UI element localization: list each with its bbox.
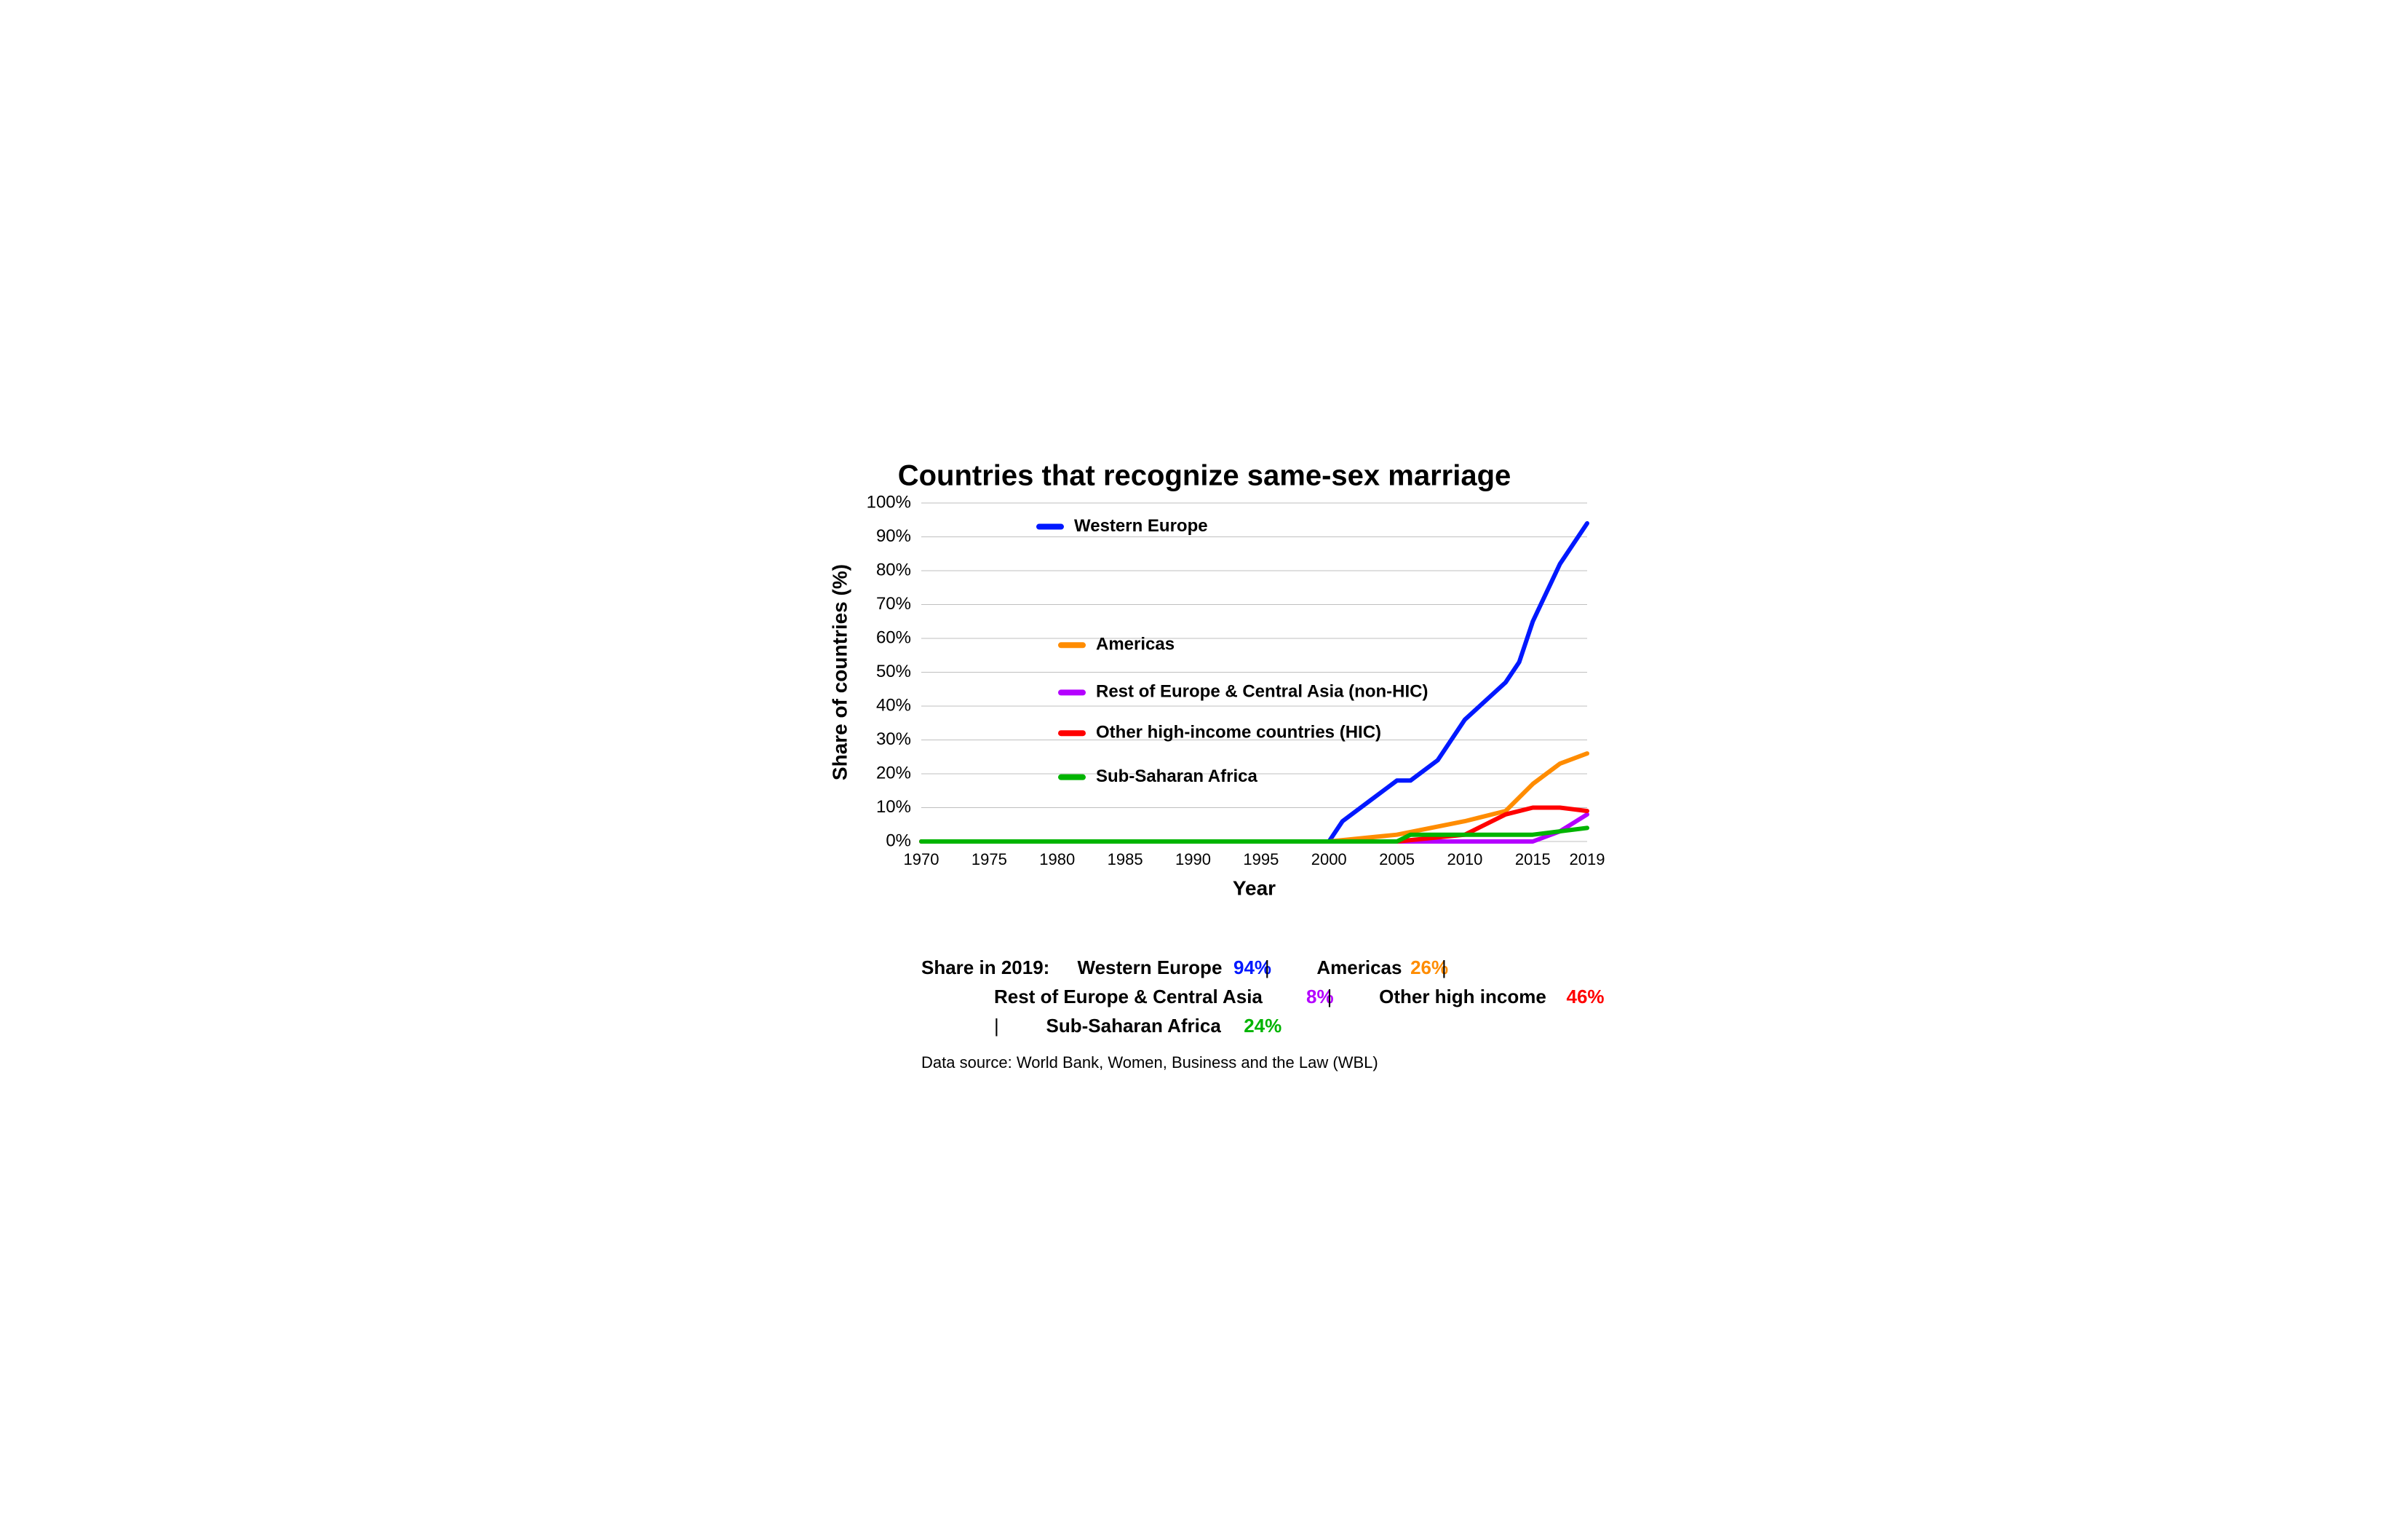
footer-text: Data source: World Bank, Women, Business… xyxy=(921,1053,1378,1071)
x-tick-label: 1990 xyxy=(1175,849,1210,868)
x-tick-label: 2010 xyxy=(1447,849,1482,868)
x-tick-label: 2019 xyxy=(1569,849,1605,868)
legend-swatch-americas xyxy=(1058,642,1086,648)
summary-text: | xyxy=(1327,985,1332,1007)
legend-swatch-high-income xyxy=(1058,730,1086,736)
summary-text: Americas xyxy=(1316,956,1402,978)
chart-title: Countries that recognize same-sex marria… xyxy=(897,459,1511,491)
summary-text: | xyxy=(1264,956,1269,978)
x-tick-label: 1980 xyxy=(1039,849,1075,868)
y-tick-label: 20% xyxy=(875,763,910,783)
y-tick-label: 10% xyxy=(875,796,910,816)
x-axis-title: Year xyxy=(1232,876,1275,899)
x-tick-label: 2005 xyxy=(1379,849,1415,868)
y-tick-label: 70% xyxy=(875,593,910,613)
summary-text: Share in 2019: xyxy=(921,956,1049,978)
summary-text: Western Europe xyxy=(1077,956,1222,978)
legend-swatch-western-europe xyxy=(1036,523,1064,529)
summary-text: Other high income xyxy=(1379,985,1546,1007)
x-tick-label: 1975 xyxy=(971,849,1006,868)
chart-root: Countries that recognize same-sex marria… xyxy=(703,441,1706,1077)
y-tick-label: 80% xyxy=(875,560,910,579)
x-tick-label: 2015 xyxy=(1514,849,1550,868)
x-tick-label: 1995 xyxy=(1243,849,1279,868)
summary-text: Sub-Saharan Africa xyxy=(1046,1014,1221,1036)
x-tick-label: 1985 xyxy=(1107,849,1143,868)
y-tick-label: 100% xyxy=(866,492,910,512)
summary-text: | xyxy=(994,1014,999,1036)
legend-label-sub-saharan: Sub-Saharan Africa xyxy=(1096,766,1257,785)
y-tick-label: 50% xyxy=(875,661,910,681)
summary-text: 46% xyxy=(1566,985,1604,1007)
summary-text: | xyxy=(1442,956,1447,978)
summary-text: Rest of Europe & Central Asia xyxy=(994,985,1263,1007)
legend-swatch-sub-saharan xyxy=(1058,774,1086,780)
summary-text: 24% xyxy=(1244,1014,1282,1036)
legend-label-americas: Americas xyxy=(1096,634,1175,654)
legend-label-western-europe: Western Europe xyxy=(1074,515,1208,535)
y-tick-label: 0% xyxy=(886,831,911,850)
legend-swatch-rest-europe xyxy=(1058,689,1086,695)
y-axis-title: Share of countries (%) xyxy=(828,563,851,780)
y-tick-label: 40% xyxy=(875,695,910,715)
y-tick-label: 90% xyxy=(875,526,910,545)
x-tick-label: 1970 xyxy=(903,849,939,868)
x-tick-label: 2000 xyxy=(1311,849,1346,868)
y-tick-label: 60% xyxy=(875,627,910,647)
legend-label-high-income: Other high-income countries (HIC) xyxy=(1096,722,1381,742)
y-tick-label: 30% xyxy=(875,729,910,748)
legend-label-rest-europe: Rest of Europe & Central Asia (non-HIC) xyxy=(1096,681,1428,701)
